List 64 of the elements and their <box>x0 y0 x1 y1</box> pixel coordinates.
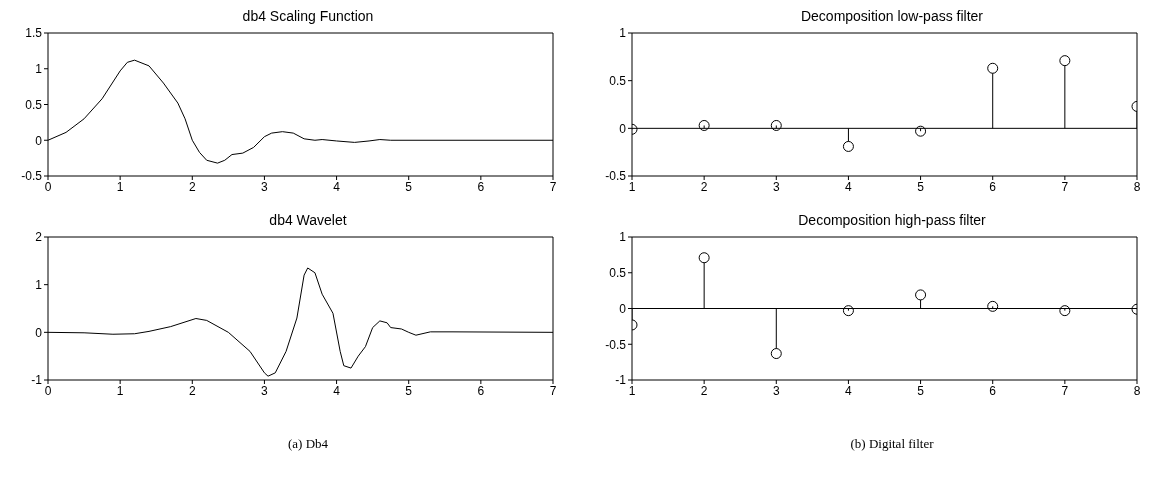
x-tick-label: 8 <box>1133 383 1141 398</box>
y-tick-label: 1.5 <box>25 26 43 41</box>
point <box>698 119 710 131</box>
chart-title: db4 Scaling Function <box>241 8 375 26</box>
chart-title: Decomposition low-pass filter <box>799 8 985 26</box>
y-tick-label: 0 <box>35 325 43 340</box>
x-tick-label: 4 <box>845 383 853 398</box>
x-tick-label: 7 <box>549 179 557 194</box>
y-tick-label: 0.5 <box>25 97 43 112</box>
point <box>1059 305 1071 317</box>
x-tick-label: 1 <box>116 179 124 194</box>
y-tick-label: 1 <box>619 26 627 41</box>
x-tick-label: 4 <box>333 179 341 194</box>
y-tick-label: -0.5 <box>605 337 627 352</box>
x-tick-label: 5 <box>405 383 413 398</box>
y-tick-label: -1 <box>31 373 43 388</box>
x-tick-label: 5 <box>917 179 925 194</box>
y-tick-label: 0.5 <box>609 73 627 88</box>
x-tick-label: 4 <box>333 383 341 398</box>
x-tick-label: 8 <box>1133 179 1141 194</box>
x-tick-label: 3 <box>772 179 780 194</box>
x-tick-label: 6 <box>477 383 485 398</box>
y-tick-label: 1 <box>35 277 43 292</box>
point <box>1059 55 1071 67</box>
y-tick-label: 0 <box>619 121 627 136</box>
y-tick-label: -0.5 <box>605 169 627 184</box>
chart-title: db4 Wavelet <box>268 212 348 230</box>
x-tick-label: 2 <box>700 383 708 398</box>
x-tick-label: 3 <box>772 383 780 398</box>
x-tick-label: 5 <box>917 383 925 398</box>
point <box>987 300 999 312</box>
y-tick-label: -1 <box>615 373 627 388</box>
point <box>770 348 782 360</box>
x-tick-label: 6 <box>477 179 485 194</box>
x-tick-label: 7 <box>1061 179 1069 194</box>
x-tick-label: 5 <box>405 179 413 194</box>
y-tick-label: -0.5 <box>21 169 43 184</box>
point <box>698 252 710 264</box>
x-tick-label: 6 <box>989 383 997 398</box>
point <box>987 62 999 74</box>
x-tick-label: 4 <box>845 179 853 194</box>
point <box>770 119 782 131</box>
point <box>915 125 927 137</box>
x-tick-label: 3 <box>261 179 269 194</box>
x-tick-label: 2 <box>188 383 196 398</box>
chart-title: Decomposition high-pass filter <box>797 212 987 230</box>
point <box>842 140 854 152</box>
y-tick-label: 0 <box>35 133 43 148</box>
text: (b) Digital filter <box>849 436 935 452</box>
y-tick-label: 2 <box>35 230 43 245</box>
x-tick-label: 2 <box>700 179 708 194</box>
y-tick-label: 1 <box>619 230 627 245</box>
x-tick-label: 3 <box>261 383 269 398</box>
y-tick-label: 0.5 <box>609 266 627 281</box>
point <box>915 289 927 301</box>
text: (a) Db4 <box>286 436 330 452</box>
x-tick-label: 2 <box>188 179 196 194</box>
y-tick-label: 1 <box>35 62 43 77</box>
x-tick-label: 7 <box>549 383 557 398</box>
point <box>842 305 854 317</box>
y-tick-label: 0 <box>619 301 627 316</box>
x-tick-label: 1 <box>116 383 124 398</box>
x-tick-label: 7 <box>1061 383 1069 398</box>
x-tick-label: 6 <box>989 179 997 194</box>
